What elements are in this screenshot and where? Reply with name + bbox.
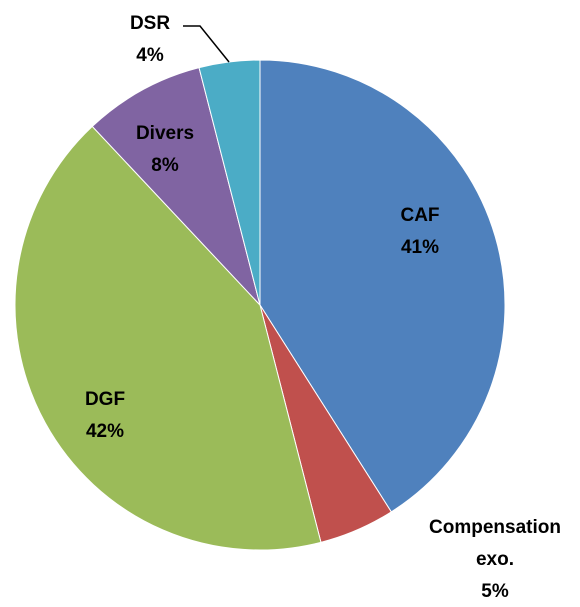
pie-slice (259, 59, 506, 513)
category-label: DSR (129, 13, 171, 34)
leader-line (183, 25, 230, 63)
slice-label: Compensation exo. 5% (410, 512, 580, 607)
slice-label: Divers 8% (115, 118, 215, 182)
category-label: CAF (400, 205, 440, 226)
value-label: 42% (85, 421, 125, 442)
value-label: 4% (136, 45, 164, 66)
slice-label: DSR 4% (100, 8, 200, 72)
value-label: 41% (400, 237, 440, 258)
category-label: Compensation exo. (429, 517, 561, 570)
pie-slice (198, 59, 261, 306)
value-label: 8% (151, 155, 179, 176)
category-label: Divers (135, 123, 195, 144)
value-label: 5% (481, 581, 509, 602)
category-label: DGF (84, 389, 126, 410)
slice-label: CAF 41% (370, 200, 470, 264)
pie-slice (91, 67, 261, 306)
slice-label: DGF 42% (55, 384, 155, 448)
pie-slice (14, 125, 322, 551)
